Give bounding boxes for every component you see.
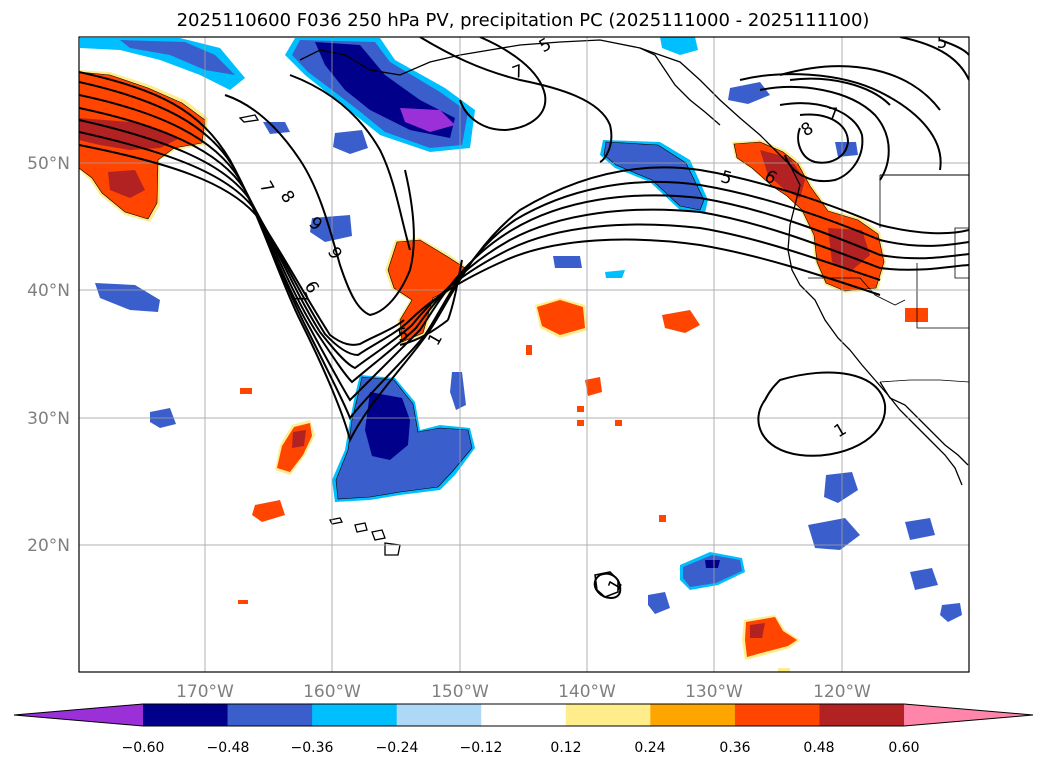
colorbar-segment bbox=[565, 704, 651, 726]
colorbar-tick: 0.60 bbox=[888, 740, 919, 756]
pv-contour-17 bbox=[899, 37, 969, 81]
latitude-labels: 50°N 40°N 30°N 20°N bbox=[27, 154, 70, 556]
map-title: 2025110600 F036 250 hPa PV, precipitatio… bbox=[177, 10, 870, 31]
colorbar-tick: 0.12 bbox=[550, 740, 581, 756]
longitude-labels: 170°W 160°W 150°W 140°W 130°W 120°W bbox=[176, 682, 871, 702]
lon-label-120w: 120°W bbox=[813, 682, 871, 702]
pv-contour-10 bbox=[419, 37, 613, 163]
colorbar-tick: −0.36 bbox=[291, 740, 334, 756]
pv-contours bbox=[79, 37, 969, 599]
colorbar-tick: 0.48 bbox=[803, 740, 834, 756]
lon-label-160w: 160°W bbox=[303, 682, 361, 702]
colorbar-segment bbox=[481, 704, 567, 726]
coastlines bbox=[238, 39, 969, 598]
coastline-alaska bbox=[299, 39, 801, 186]
colorbar-segment bbox=[227, 704, 313, 726]
pv-contour-18 bbox=[939, 39, 969, 56]
pv-contour-ellipse bbox=[757, 371, 887, 457]
lon-label-170w: 170°W bbox=[176, 682, 234, 702]
colorbar-tick: −0.48 bbox=[207, 740, 250, 756]
map-background bbox=[79, 37, 969, 672]
colorbar-tick: 0.36 bbox=[719, 740, 750, 756]
colorbar-tick: −0.24 bbox=[376, 740, 419, 756]
pv-contour-small-loop bbox=[593, 572, 622, 599]
colorbar-segment bbox=[734, 704, 820, 726]
pv-contour-14 bbox=[779, 102, 864, 183]
lon-label-150w: 150°W bbox=[431, 682, 489, 702]
coastline-hawaii bbox=[329, 517, 343, 525]
lon-label-140w: 140°W bbox=[558, 682, 616, 702]
pv-contour-11 bbox=[459, 37, 547, 132]
colorbar-tick-labels: −0.60 −0.48 −0.36 −0.24 −0.12 0.12 0.24 … bbox=[122, 740, 920, 756]
map-frame bbox=[78, 36, 970, 673]
contour-label: 5 bbox=[396, 324, 410, 346]
pv-contour-5 bbox=[79, 119, 881, 370]
positive-anomaly-regions bbox=[79, 70, 928, 672]
colorbar-segment bbox=[819, 704, 905, 726]
lat-label-50n: 50°N bbox=[27, 154, 70, 174]
contour-label: 5 bbox=[937, 33, 948, 53]
pv-contour-15 bbox=[797, 113, 850, 164]
pv-contour-13 bbox=[759, 86, 890, 181]
pv-contour-6 bbox=[79, 131, 881, 357]
colorbar-tick: −0.60 bbox=[122, 740, 165, 756]
colorbar-segment bbox=[312, 704, 398, 726]
pv-contour-9 bbox=[289, 74, 411, 251]
lat-label-30n: 30°N bbox=[27, 409, 70, 429]
pv-contour-12 bbox=[739, 73, 942, 171]
colorbar-extension-high bbox=[904, 704, 1033, 726]
colorbar-extension-low bbox=[14, 704, 143, 726]
pv-contour-east bbox=[789, 77, 891, 106]
colorbar-segment bbox=[650, 704, 736, 726]
pv-contour-16 bbox=[779, 65, 941, 111]
colorbar-segment bbox=[396, 704, 482, 726]
colorbar bbox=[13, 703, 1034, 727]
colorbar-tick: 0.24 bbox=[634, 740, 665, 756]
colorbar-tick: −0.12 bbox=[460, 740, 503, 756]
contour-label: 5 bbox=[718, 167, 734, 189]
lat-label-20n: 20°N bbox=[27, 536, 70, 556]
colorbar-segment bbox=[143, 704, 229, 726]
contour-label: 7 bbox=[828, 105, 839, 125]
lon-label-130w: 130°W bbox=[685, 682, 743, 702]
lat-label-40n: 40°N bbox=[27, 281, 70, 301]
colorbar-outline bbox=[13, 703, 1034, 727]
pv-contour-8 bbox=[224, 94, 415, 317]
pv-contour-7 bbox=[79, 144, 405, 346]
